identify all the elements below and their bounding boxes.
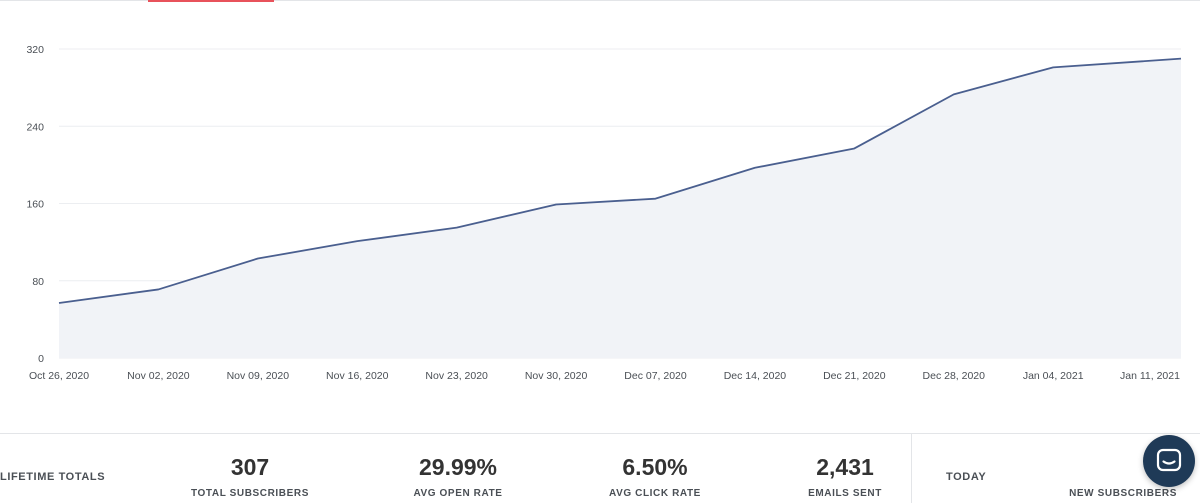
- x-tick-label: Dec 14, 2020: [724, 370, 787, 382]
- stat-label: NEW SUBSCRIBERS: [1069, 488, 1177, 499]
- stats-bar: LIFETIME TOTALS 307 TOTAL SUBSCRIBERS 29…: [0, 433, 1200, 503]
- stat-label: AVG OPEN RATE: [413, 488, 503, 499]
- y-tick-label: 240: [26, 121, 44, 133]
- x-tick-label: Jan 04, 2021: [1023, 370, 1084, 382]
- today-label: TODAY: [946, 471, 987, 483]
- stat-value: 2,431: [816, 454, 874, 480]
- chat-button[interactable]: [1143, 435, 1195, 487]
- series-area: [59, 58, 1181, 358]
- stat-value: 307: [230, 454, 270, 480]
- stat-value: 6.50%: [622, 454, 688, 480]
- x-tick-label: Nov 23, 2020: [425, 370, 488, 382]
- stat-emails-sent: 2,431 EMAILS SENT: [765, 453, 925, 499]
- chat-icon: [1156, 448, 1182, 472]
- stats-divider: [911, 434, 912, 503]
- x-tick-label: Nov 16, 2020: [326, 370, 389, 382]
- y-tick-label: 80: [32, 276, 44, 288]
- stat-label: EMAILS SENT: [808, 488, 882, 499]
- stat-value: 29.99%: [418, 454, 497, 480]
- x-tick-label: Dec 21, 2020: [823, 370, 886, 382]
- stat-label: AVG CLICK RATE: [609, 488, 701, 499]
- stat-total-subscribers: 307 TOTAL SUBSCRIBERS: [170, 453, 330, 499]
- stat-avg-open-rate: 29.99% AVG OPEN RATE: [378, 453, 538, 499]
- stat-avg-click-rate: 6.50% AVG CLICK RATE: [575, 453, 735, 499]
- stat-label: TOTAL SUBSCRIBERS: [191, 488, 309, 499]
- x-tick-label: Nov 09, 2020: [227, 370, 290, 382]
- x-tick-label: Nov 02, 2020: [127, 370, 190, 382]
- top-divider: [0, 0, 1200, 1]
- x-tick-label: Jan 11, 2021: [1120, 370, 1180, 382]
- subscriber-growth-chart: 0 80 160 240 320 Oct 26, 2020 Nov 02, 2020 Nov …: [26, 44, 1182, 382]
- chart-svg: 0 80 160 240 320 Oct 26, 2020 Nov 02, 2020 Nov …: [26, 44, 1182, 382]
- x-tick-label: Dec 28, 2020: [923, 370, 986, 382]
- y-tick-label: 160: [26, 199, 44, 211]
- x-tick-label: Dec 07, 2020: [624, 370, 687, 382]
- y-tick-label: 320: [26, 44, 44, 56]
- lifetime-totals-label: LIFETIME TOTALS: [0, 471, 106, 483]
- x-tick-label: Oct 26, 2020: [29, 370, 89, 382]
- y-tick-label: 0: [38, 353, 44, 365]
- active-tab-indicator: [148, 0, 274, 2]
- series-line: [58, 57, 1182, 304]
- x-tick-label: Nov 30, 2020: [525, 370, 588, 382]
